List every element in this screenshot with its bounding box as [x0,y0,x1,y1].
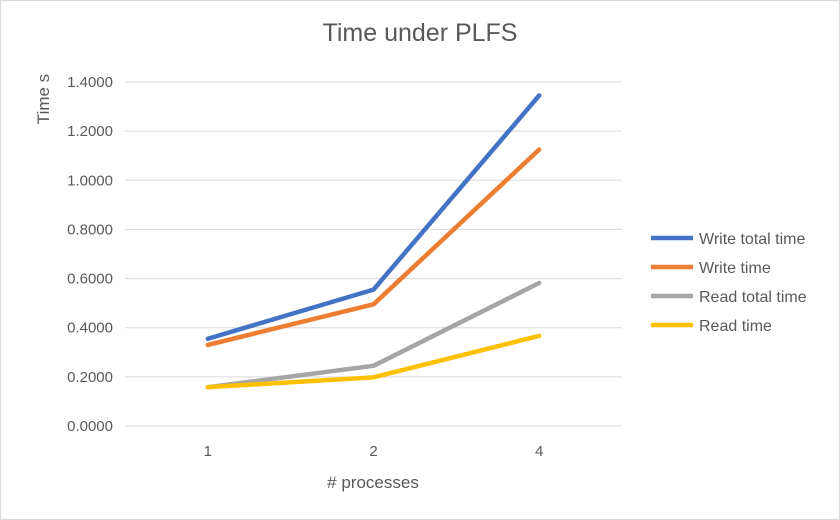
y-tick-label: 0.4000 [67,320,113,337]
gridlines [125,81,622,427]
y-tick-label: 1.4000 [67,74,113,91]
y-tick-label: 0.0000 [67,418,113,435]
series-line-write-total-time [205,93,542,342]
x-tick-labels: 1 2 4 [204,443,544,460]
series-lines [205,93,542,390]
legend-label: Write total time [699,231,806,248]
y-tick-label: 1.2000 [67,123,113,140]
x-tick-label: 4 [535,443,543,460]
series-line-write-time [205,147,542,348]
y-tick-label: 0.6000 [67,271,113,288]
x-tick-label: 1 [204,443,212,460]
y-tick-label: 0.8000 [67,221,113,238]
x-axis-label: # processes [327,473,419,492]
y-tick-label: 1.0000 [67,172,113,189]
y-tick-label: 0.2000 [67,369,113,386]
legend-label: Read time [699,318,772,335]
chart-title: Time under PLFS [322,19,518,47]
series-line-read-total-time [205,280,542,390]
legend-label: Read total time [699,289,807,306]
legend-label: Write time [699,260,771,277]
x-tick-label: 2 [369,443,377,460]
y-axis-label: Time s [34,74,53,124]
y-tick-labels: 0.0000 0.2000 0.4000 0.6000 0.8000 1.0000 1.20… [67,74,113,435]
series-line-read-time [205,333,542,390]
legend: Write total time Write time Read total tim… [651,231,807,335]
